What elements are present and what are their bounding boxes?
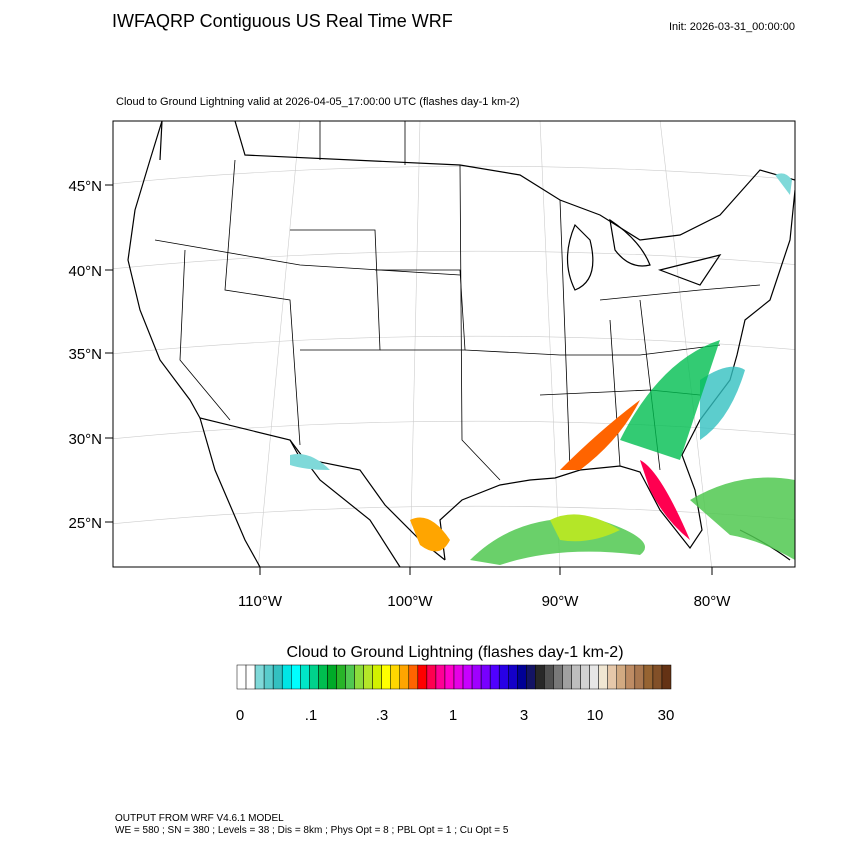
colorbar-label: .3 [376, 707, 389, 724]
colorbar-label: .1 [305, 707, 318, 724]
colorbar-swatch [426, 664, 437, 690]
colorbar-label: 10 [587, 707, 604, 724]
colorbar-title: Cloud to Ground Lightning (flashes day-1… [286, 644, 623, 661]
footer-line: WE = 580 ; SN = 380 ; Levels = 38 ; Dis … [115, 825, 509, 836]
map-subtitle: Cloud to Ground Lightning valid at 2026-… [116, 96, 520, 108]
colorbar-swatch [625, 664, 636, 690]
state-borders [154, 121, 761, 481]
colorbar-swatch [634, 664, 645, 690]
lightning-field [290, 173, 795, 565]
colorbar-swatch [336, 664, 346, 690]
colorbar-swatch [489, 664, 500, 690]
colorbar-swatch [318, 664, 328, 690]
lon-label: 80°W [694, 593, 732, 610]
colorbar-swatch [535, 664, 545, 690]
lat-label: 35°N [68, 346, 102, 363]
lat-label: 40°N [68, 263, 102, 280]
colorbar-swatch [562, 664, 572, 690]
title: IWFAQRP Contiguous US Real Time WRF [112, 11, 453, 31]
colorbar-swatch [580, 664, 590, 690]
colorbar-swatch [345, 664, 355, 690]
colorbar-swatch [363, 664, 373, 690]
colorbar-swatch [589, 664, 599, 690]
lat-label: 30°N [68, 431, 102, 448]
colorbar-swatch [417, 664, 428, 690]
colorbar-swatch [616, 664, 627, 690]
colorbar-swatch [408, 664, 419, 690]
footer-line: OUTPUT FROM WRF V4.6.1 MODEL [115, 813, 284, 824]
colorbar-swatch [553, 664, 563, 690]
colorbar-swatch [399, 664, 410, 690]
colorbar-swatch [643, 664, 654, 690]
lat-label: 45°N [68, 178, 102, 195]
colorbar-swatch [281, 664, 292, 690]
colorbar-swatch [372, 664, 382, 690]
colorbar-swatch [245, 664, 256, 690]
colorbar-label: 3 [520, 707, 528, 724]
colorbar-label: 0 [236, 707, 244, 724]
colorbar-swatch [571, 664, 581, 690]
colorbar-swatch [480, 664, 491, 690]
colorbar-swatch [462, 664, 473, 690]
colorbar-swatch [236, 664, 247, 690]
colorbar-swatch [272, 664, 283, 690]
colorbar-swatch [263, 664, 274, 690]
colorbar-swatch [444, 664, 455, 690]
map-axes: 45°N 40°N 35°N 30°N 25°N 110°W 100°W 90°W 80°W [68, 178, 731, 610]
colorbar-swatch [309, 664, 319, 690]
colorbar-swatch [254, 664, 265, 690]
colorbar-label: 30 [658, 707, 675, 724]
colorbar-label: 1 [449, 707, 457, 724]
colorbar-swatch [517, 664, 527, 690]
colorbar-swatch [526, 664, 536, 690]
colorbar-swatch [598, 664, 608, 690]
lon-label: 100°W [387, 593, 433, 610]
colorbar-swatch [607, 664, 617, 690]
colorbar-swatch [390, 664, 401, 690]
colorbar-swatch [652, 664, 663, 690]
coastline [127, 121, 795, 567]
colorbar-swatch [661, 664, 672, 690]
map-frame [112, 120, 796, 568]
colorbar-swatch [300, 664, 310, 690]
init-time: Init: 2026-03-31_00:00:00 [669, 21, 795, 33]
colorbar-swatch [435, 664, 446, 690]
colorbar-swatch [291, 664, 301, 690]
colorbar-swatch [453, 664, 464, 690]
colorbar: 0 .1 .3 1 3 10 30 [236, 664, 675, 724]
lat-label: 25°N [68, 515, 102, 532]
colorbar-swatch [498, 664, 509, 690]
lon-label: 90°W [542, 593, 580, 610]
colorbar-swatch [544, 664, 554, 690]
map [113, 121, 795, 567]
lon-label: 110°W [238, 593, 283, 610]
colorbar-swatch [327, 664, 337, 690]
colorbar-swatch [508, 664, 518, 690]
colorbar-swatch [381, 664, 391, 690]
colorbar-swatch [354, 664, 364, 690]
graticule [113, 121, 795, 567]
colorbar-swatch [471, 664, 482, 690]
